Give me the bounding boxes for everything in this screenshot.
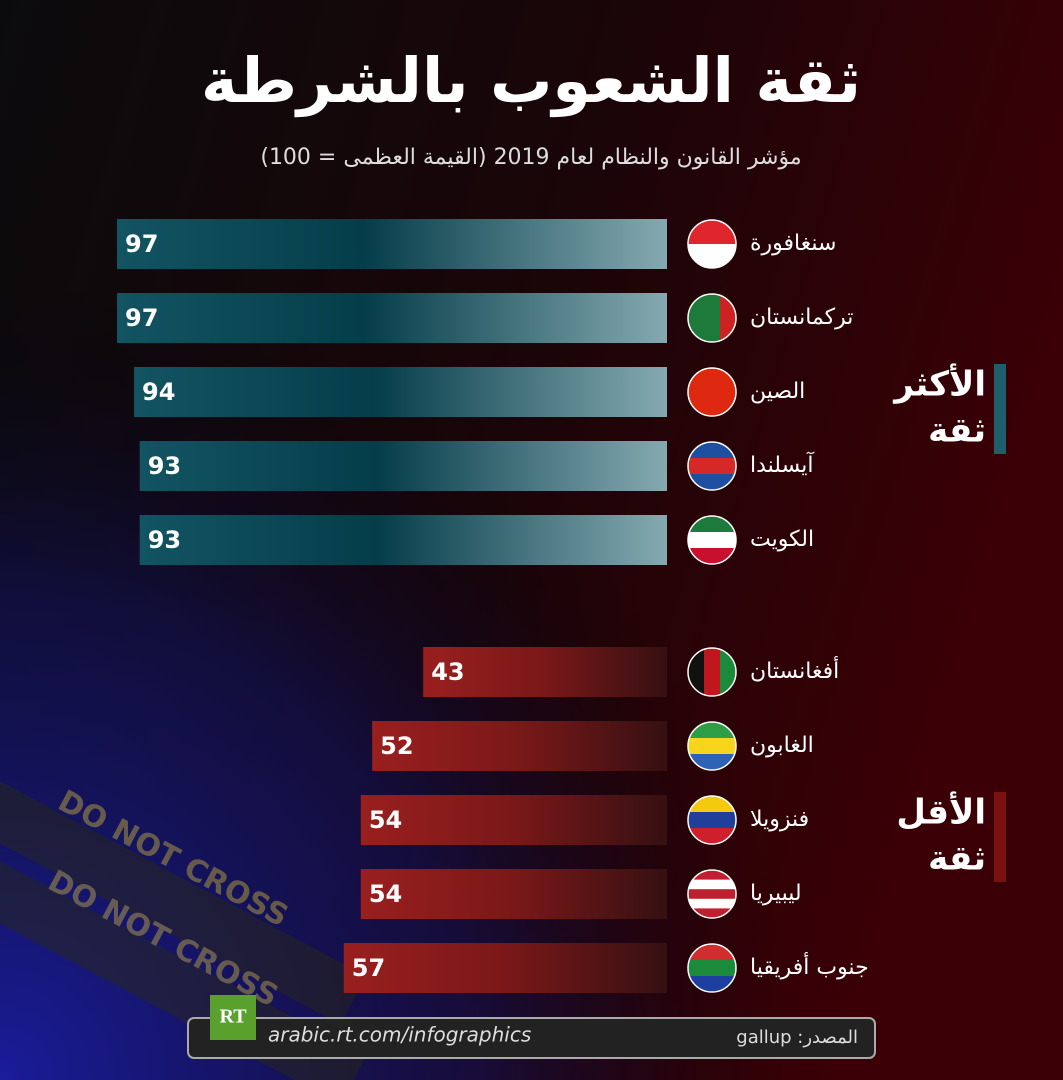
source-url: arabic.rt.com/infographics (268, 1023, 531, 1047)
group-label: ثقة (928, 839, 986, 879)
category-label: الغابون (750, 733, 814, 758)
flag-stripe (688, 870, 736, 881)
bar (372, 721, 667, 771)
flag-stripe (688, 796, 736, 813)
value-label: 94 (142, 378, 175, 406)
source: المصدر: gallup (736, 1027, 858, 1048)
flag-stripe (688, 960, 736, 977)
bar (134, 367, 667, 417)
flag-ring (687, 647, 737, 697)
value-label: 57 (352, 954, 385, 982)
category-label: أفغانستان (750, 656, 839, 684)
flag-ring (687, 293, 737, 343)
group-bar (994, 792, 1006, 882)
flag-ring (687, 869, 737, 919)
bar (423, 647, 667, 697)
flag-ring (687, 219, 737, 269)
value-label: 52 (380, 732, 413, 760)
category-label: فنزويلا (750, 807, 809, 832)
value-label: 97 (125, 304, 158, 332)
flag-stripe (688, 516, 736, 533)
flag-stripe (688, 722, 736, 739)
flag-stripe (688, 648, 705, 696)
logo: RT (219, 1006, 247, 1028)
flag-ring (687, 515, 737, 565)
flag-stripe (688, 532, 736, 549)
value-label: 97 (125, 230, 158, 258)
flag-ring (687, 441, 737, 491)
group-label: الأقل (896, 791, 986, 833)
footer-box (187, 1017, 876, 1059)
bar (360, 795, 667, 845)
category-label: تركمانستان (750, 305, 853, 330)
value-label: 54 (369, 806, 402, 834)
bar (117, 293, 667, 343)
flag-stripe (688, 898, 736, 909)
footer: RT arabic.rt.com/infographics المصدر: ga… (187, 995, 876, 1059)
flag-stripe (688, 908, 736, 918)
category-label: الصين (750, 379, 805, 404)
value-label: 93 (148, 526, 181, 554)
value-label: 93 (148, 452, 181, 480)
bar (139, 441, 667, 491)
flag-stripe (688, 294, 705, 342)
flag-stripe (704, 648, 721, 696)
flag-ring (687, 943, 737, 993)
flag-stripe (688, 889, 736, 900)
flag-stripe (688, 442, 736, 459)
logo-box (210, 995, 256, 1040)
bar (360, 869, 667, 919)
value-label: 54 (369, 880, 402, 908)
bar (117, 219, 667, 269)
group-label: ثقة (928, 411, 986, 451)
group-bar (994, 364, 1006, 454)
flag-stripe (704, 294, 721, 342)
tape-band (0, 759, 367, 1025)
flag-stripe (688, 458, 736, 475)
flag-ring (687, 721, 737, 771)
flag-stripe (688, 944, 736, 961)
flag-stripe (688, 368, 736, 416)
bar (139, 515, 667, 565)
category-label: جنوب أفريقيا (750, 952, 869, 980)
value-label: 43 (431, 658, 464, 686)
category-label: الكويت (750, 527, 814, 552)
category-label: سنغافورة (750, 231, 836, 256)
flag-stripe (688, 812, 736, 829)
category-label: آيسلندا (750, 451, 814, 478)
category-label: ليبيريا (750, 881, 802, 906)
bar (343, 943, 667, 993)
subtitle: مؤشر القانون والنظام لعام 2019 (القيمة ا… (260, 145, 801, 170)
flag-ring (687, 367, 737, 417)
flag-ring (687, 795, 737, 845)
flag-stripe (688, 738, 736, 755)
title: ثقة الشعوب بالشرطة (201, 44, 861, 117)
group-label: الأكثر (892, 363, 986, 405)
flag-stripe (688, 879, 736, 890)
